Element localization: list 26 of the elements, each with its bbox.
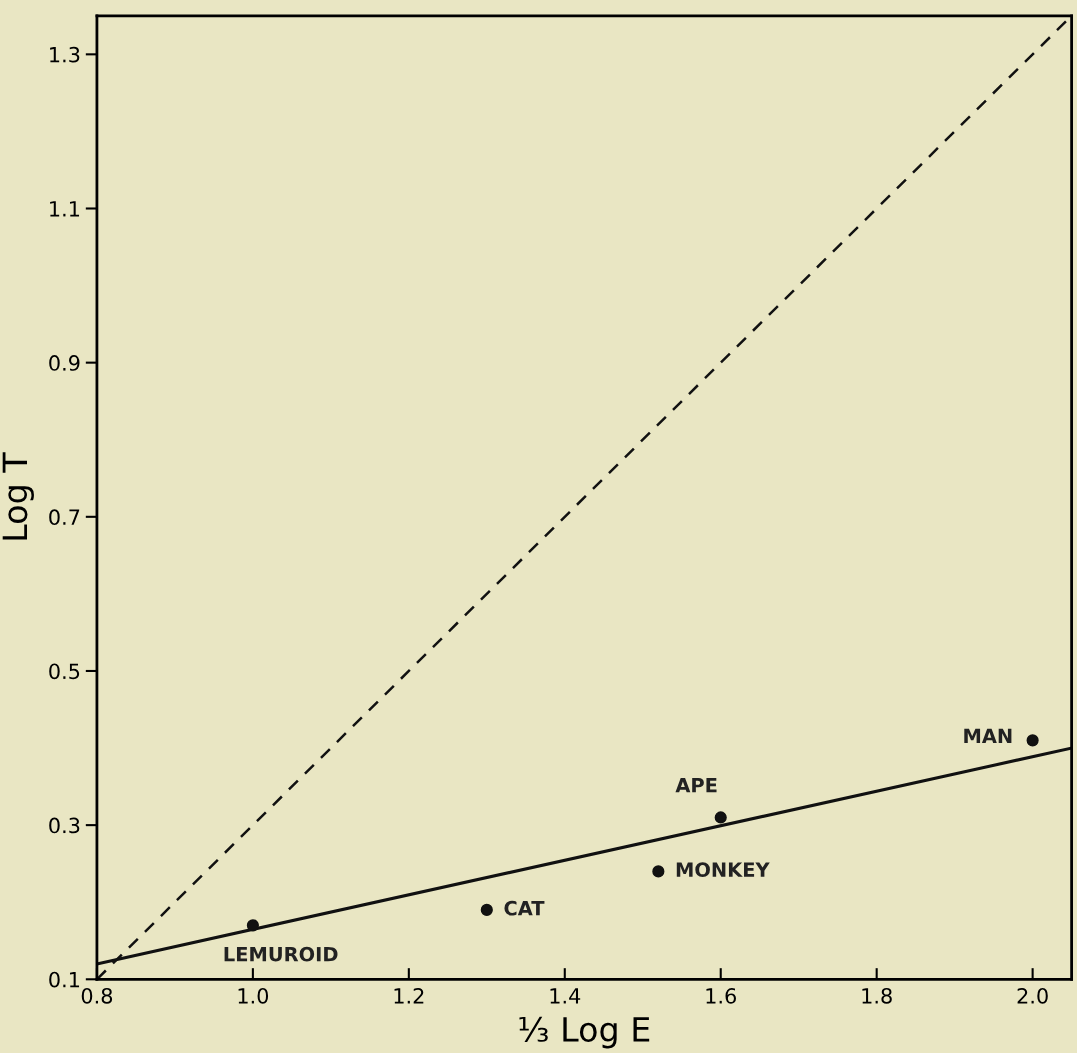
x-tick-label: 1.2 <box>394 987 424 1004</box>
point <box>1026 734 1039 747</box>
x-tick-label: 2.0 <box>1017 987 1048 1004</box>
annotation: CAT <box>504 900 545 916</box>
point <box>480 903 493 916</box>
x-tick-label: 1.6 <box>706 987 736 1004</box>
point <box>714 811 727 824</box>
x-tick-label: 0.8 <box>81 987 113 1004</box>
y-tick-label: 1.1 <box>50 201 80 217</box>
y-tick-label: 1.3 <box>50 46 80 63</box>
y-tick-label: 0.7 <box>49 509 80 526</box>
y-tick-label: 0.1 <box>49 971 80 988</box>
y-tick-label: 0.5 <box>49 663 80 680</box>
x-tick-label: 1.4 <box>550 988 581 1004</box>
point <box>246 919 259 932</box>
point <box>652 865 665 878</box>
x-tick-label: 1.0 <box>238 987 269 1004</box>
y-tick-label: 0.9 <box>49 355 80 371</box>
annotation: MAN <box>964 728 1012 743</box>
annotation: LEMUROID <box>224 946 338 962</box>
annotation: MONKEY <box>676 862 770 878</box>
annotation: APE <box>675 778 717 793</box>
y-tick-label: 0.3 <box>49 817 80 834</box>
x-axis-title: ⅓ Log E <box>519 1016 650 1049</box>
x-tick-label: 1.8 <box>862 987 892 1004</box>
y-axis-title: Log T <box>2 452 34 540</box>
